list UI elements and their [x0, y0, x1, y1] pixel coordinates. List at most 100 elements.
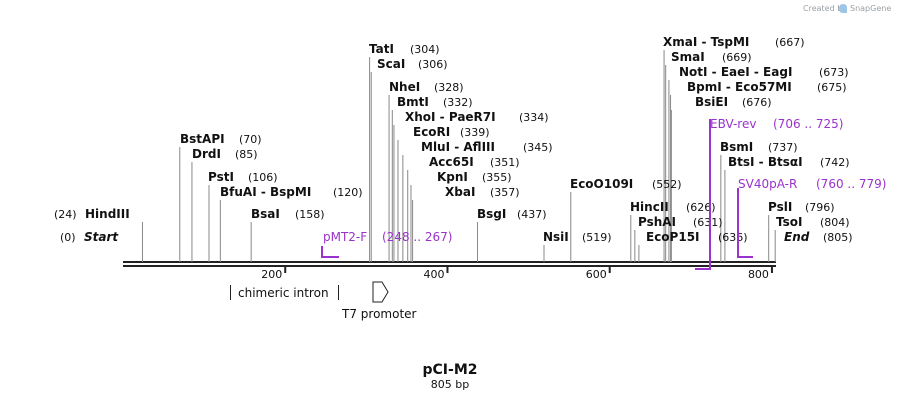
site-pos: (24) — [54, 208, 77, 221]
site-name[interactable]: SmaI — [671, 50, 705, 64]
site-name[interactable]: HincII — [630, 200, 669, 214]
primer-name: SV40pA-R — [738, 177, 797, 191]
site-name[interactable]: NsiI — [543, 230, 569, 244]
site-name[interactable]: BmtI — [397, 95, 429, 109]
sequence-backbone-bottom — [123, 265, 776, 267]
site-pos: (669) — [722, 51, 752, 64]
feature-t7-promoter[interactable]: T7 promoter — [341, 281, 417, 321]
site-pos: (357) — [490, 186, 520, 199]
site-name[interactable]: ScaI — [377, 57, 405, 71]
site-pos: (676) — [742, 96, 772, 109]
site-pos: (355) — [482, 171, 512, 184]
marker-start-pos: (0) — [60, 231, 76, 244]
site-pos: (804) — [820, 216, 850, 229]
site-name[interactable]: NheI — [389, 80, 420, 94]
site-pos: (351) — [490, 156, 520, 169]
site-name[interactable]: BsaI — [251, 207, 280, 221]
site-name[interactable]: NotI - EaeI - EagI — [679, 65, 792, 79]
arrow-right-icon — [372, 281, 389, 303]
site-pos: (304) — [410, 43, 440, 56]
enzyme-labels: (24) HindIII BstAPI (70) DrdI (85) PstI … — [54, 35, 850, 244]
site-name[interactable]: EcoP15I — [646, 230, 700, 244]
site-name[interactable]: BpmI - Eco57MI — [687, 80, 792, 94]
site-pos: (345) — [523, 141, 553, 154]
site-name[interactable]: PstI — [208, 170, 234, 184]
site-pos: (737) — [768, 141, 798, 154]
site-pos: (106) — [248, 171, 278, 184]
site-pos: (339) — [460, 126, 490, 139]
site-pos: (626) — [686, 201, 716, 214]
primer-mark — [737, 188, 739, 258]
site-pos: (70) — [239, 133, 262, 146]
site-name[interactable]: XhoI - PaeR7I — [405, 110, 496, 124]
site-pos: (631) — [693, 216, 723, 229]
site-pos: (158) — [295, 208, 325, 221]
primer-mark — [695, 268, 711, 270]
site-name[interactable]: TsoI — [776, 215, 802, 229]
marker-end-pos: (805) — [823, 231, 853, 244]
primer-mark — [737, 256, 753, 258]
site-name[interactable]: BfuAI - BspMI — [220, 185, 311, 199]
credit-text: Created by — [803, 4, 847, 13]
site-pos: (742) — [820, 156, 850, 169]
site-pos: (437) — [517, 208, 547, 221]
marker-end: End — [784, 230, 810, 244]
site-name[interactable]: BtsI - BtsαI — [728, 155, 803, 169]
scale-tick-label: 400 — [423, 268, 444, 281]
site-name[interactable]: KpnI — [437, 170, 468, 184]
site-name[interactable]: BstAPI — [180, 132, 225, 146]
site-name[interactable]: XmaI - TspMI — [663, 35, 749, 49]
site-pos: (552) — [652, 178, 682, 191]
site-name[interactable]: BsmI — [720, 140, 753, 154]
site-name[interactable]: DrdI — [192, 147, 221, 161]
site-pos: (120) — [333, 186, 363, 199]
site-pos: (332) — [443, 96, 473, 109]
site-name[interactable]: BsiEI — [695, 95, 728, 109]
scale-tick-label: 200 — [261, 268, 282, 281]
site-pos: (667) — [775, 36, 805, 49]
site-pos: (673) — [819, 66, 849, 79]
site-name[interactable]: MluI - AflIII — [421, 140, 495, 154]
primer-sv40pa-r[interactable]: SV40pA-R (760 .. 779) — [737, 177, 886, 258]
site-name[interactable]: PshAI — [638, 215, 676, 229]
site-name[interactable]: EcoO109I — [570, 177, 633, 191]
scale-ticks: 200 400 600 800 — [261, 267, 773, 281]
scale-tick-label: 600 — [586, 268, 607, 281]
primer-range: (706 .. 725) — [773, 117, 843, 131]
scale-tick-label: 800 — [748, 268, 769, 281]
site-pos: (85) — [235, 148, 258, 161]
site-name[interactable]: BsgI — [477, 207, 506, 221]
primer-range: (760 .. 779) — [816, 177, 886, 191]
site-name[interactable]: EcoRI — [413, 125, 450, 139]
primer-mark — [709, 119, 711, 269]
primer-mark — [321, 256, 339, 258]
site-name[interactable]: HindIII — [85, 207, 130, 221]
primer-mark — [321, 246, 323, 258]
sequence-backbone-top — [123, 261, 776, 263]
site-name[interactable]: PslI — [768, 200, 792, 214]
site-name[interactable]: Acc65I — [429, 155, 474, 169]
primer-ebv-rev[interactable]: EBV-rev (706 .. 725) — [695, 117, 843, 270]
site-pos: (796) — [805, 201, 835, 214]
feature-bound-right — [338, 285, 339, 300]
site-pos: (636) — [718, 231, 748, 244]
brand-text: SnapGene — [850, 4, 891, 13]
plasmid-length: 805 bp — [431, 378, 469, 391]
site-leaders — [141, 50, 776, 262]
primer-pmt2-f[interactable]: pMT2-F (248 .. 267) — [321, 230, 452, 258]
site-pos: (306) — [418, 58, 448, 71]
feature-bound-left — [230, 285, 231, 300]
site-pos: (519) — [582, 231, 612, 244]
plasmid-title: pCI-M2 — [423, 362, 478, 378]
site-pos: (328) — [434, 81, 464, 94]
site-name[interactable]: XbaI — [445, 185, 475, 199]
primer-name: pMT2-F — [323, 230, 367, 244]
site-name[interactable]: TatI — [369, 42, 394, 56]
site-pos: (675) — [817, 81, 847, 94]
site-pos: (334) — [519, 111, 549, 124]
snapgene-logo-icon — [839, 4, 847, 13]
primer-range: (248 .. 267) — [382, 230, 452, 244]
feature-chimeric-intron[interactable]: chimeric intron — [230, 285, 339, 300]
primer-name: EBV-rev — [710, 117, 756, 131]
